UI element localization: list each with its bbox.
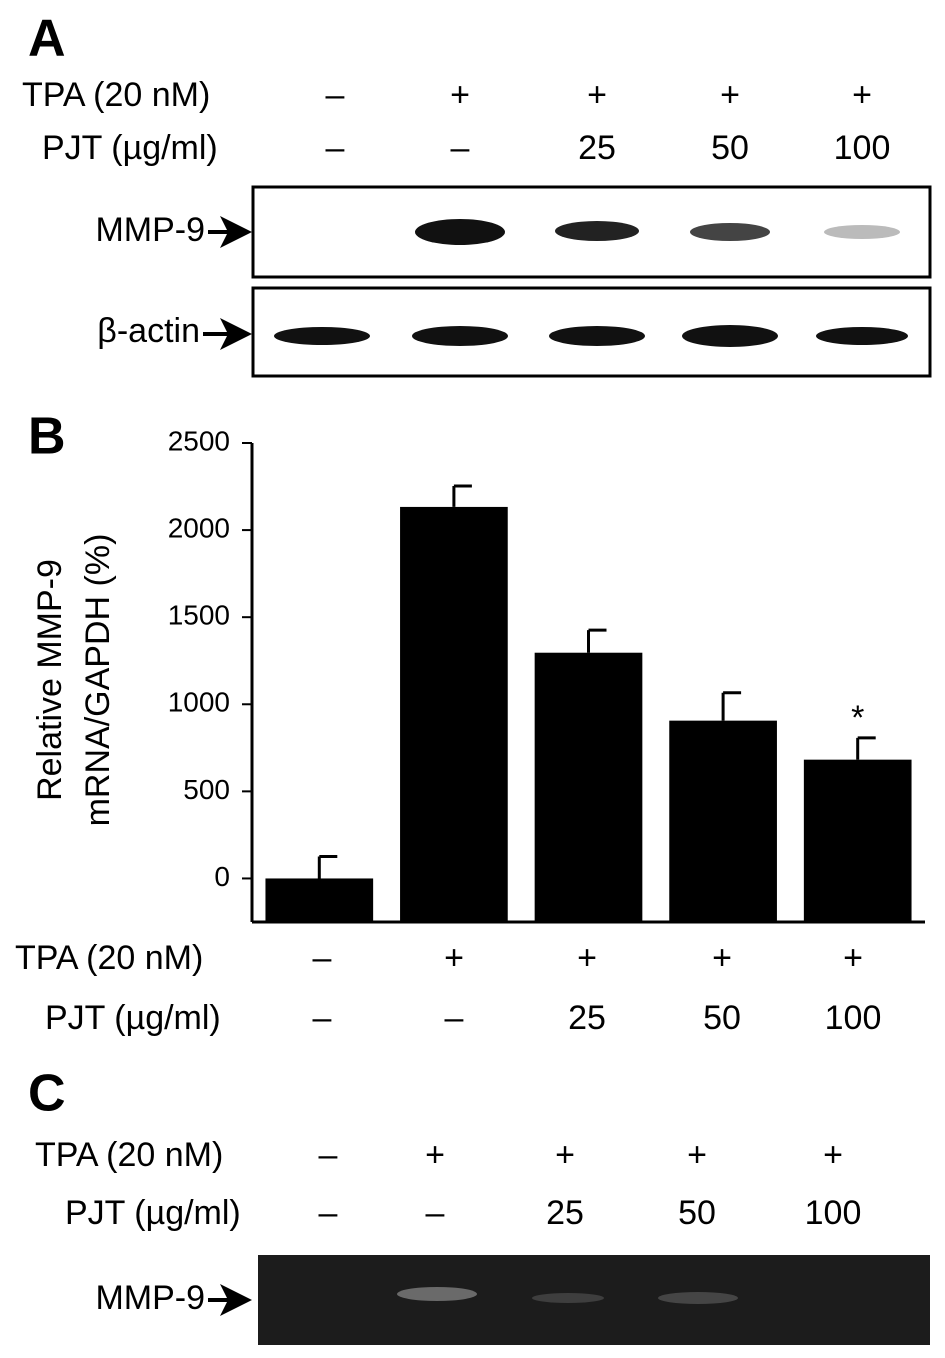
- condition-label: TPA (20 nM): [22, 76, 210, 114]
- error-bar: [721, 691, 742, 721]
- condition-label: TPA (20 nM): [35, 1136, 223, 1174]
- bar: [400, 506, 508, 922]
- condition-value: –: [326, 76, 345, 114]
- condition-value: 100: [825, 999, 882, 1037]
- condition-value: +: [720, 76, 740, 114]
- condition-value: 25: [568, 999, 606, 1037]
- condition-value: –: [313, 939, 332, 977]
- condition-value: +: [823, 1136, 843, 1174]
- bar: [669, 720, 777, 922]
- condition-label: TPA (20 nM): [15, 939, 203, 977]
- condition-value: +: [587, 76, 607, 114]
- gel-label: MMP-9: [95, 1279, 205, 1317]
- panel-label: A: [28, 10, 66, 68]
- band: [658, 1292, 738, 1304]
- condition-value: +: [843, 939, 863, 977]
- band: [690, 223, 770, 241]
- condition-value: –: [426, 1194, 445, 1232]
- bar: [534, 652, 643, 922]
- blot-label: MMP-9: [95, 211, 205, 249]
- band: [824, 225, 900, 239]
- condition-value: +: [577, 939, 597, 977]
- band: [549, 326, 645, 346]
- y-tick-label: 1000: [168, 687, 230, 718]
- y-axis-label: mRNA/GAPDH (%): [79, 534, 117, 827]
- band: [555, 221, 639, 241]
- condition-value: +: [712, 939, 732, 977]
- condition-value: –: [313, 999, 332, 1037]
- condition-value: –: [445, 999, 464, 1037]
- y-tick-label: 500: [183, 774, 230, 805]
- condition-value: –: [326, 129, 345, 167]
- band: [816, 327, 908, 345]
- band: [397, 1287, 477, 1301]
- bar: [803, 759, 912, 922]
- blot-label: β-actin: [97, 312, 200, 350]
- band: [532, 1293, 604, 1303]
- error-bar: [587, 628, 607, 653]
- error-bar: [317, 855, 338, 879]
- y-tick-label: 0: [214, 861, 230, 892]
- band: [682, 325, 778, 347]
- panel-label: C: [28, 1065, 66, 1123]
- condition-label: PJT (µg/ml): [42, 129, 218, 167]
- significance: *: [851, 699, 864, 737]
- band: [412, 326, 508, 346]
- condition-value: +: [450, 76, 470, 114]
- condition-value: 50: [703, 999, 741, 1037]
- condition-value: 25: [578, 129, 616, 167]
- condition-value: 50: [711, 129, 749, 167]
- bar: [265, 878, 374, 922]
- bands: [274, 219, 908, 347]
- band: [415, 219, 505, 245]
- y-tick-label: 2500: [168, 425, 230, 456]
- panel-label: B: [28, 408, 66, 466]
- condition-value: –: [319, 1194, 338, 1232]
- condition-value: 50: [678, 1194, 716, 1232]
- error-bar: [452, 484, 472, 507]
- condition-value: +: [425, 1136, 445, 1174]
- condition-value: 25: [546, 1194, 584, 1232]
- condition-value: +: [687, 1136, 707, 1174]
- condition-value: 100: [805, 1194, 862, 1232]
- condition-value: –: [319, 1136, 338, 1174]
- condition-label: PJT (µg/ml): [65, 1194, 241, 1232]
- condition-value: 100: [834, 129, 891, 167]
- band: [274, 327, 370, 345]
- condition-value: +: [555, 1136, 575, 1174]
- y-tick-label: 1500: [168, 600, 230, 631]
- y-tick-label: 2000: [168, 512, 230, 543]
- error-bar: [856, 736, 876, 760]
- gel-bands: [397, 1287, 738, 1304]
- y-axis-label: Relative MMP-9: [31, 559, 69, 801]
- condition-value: +: [444, 939, 464, 977]
- condition-label: PJT (µg/ml): [45, 999, 221, 1037]
- condition-value: –: [451, 129, 470, 167]
- condition-value: +: [852, 76, 872, 114]
